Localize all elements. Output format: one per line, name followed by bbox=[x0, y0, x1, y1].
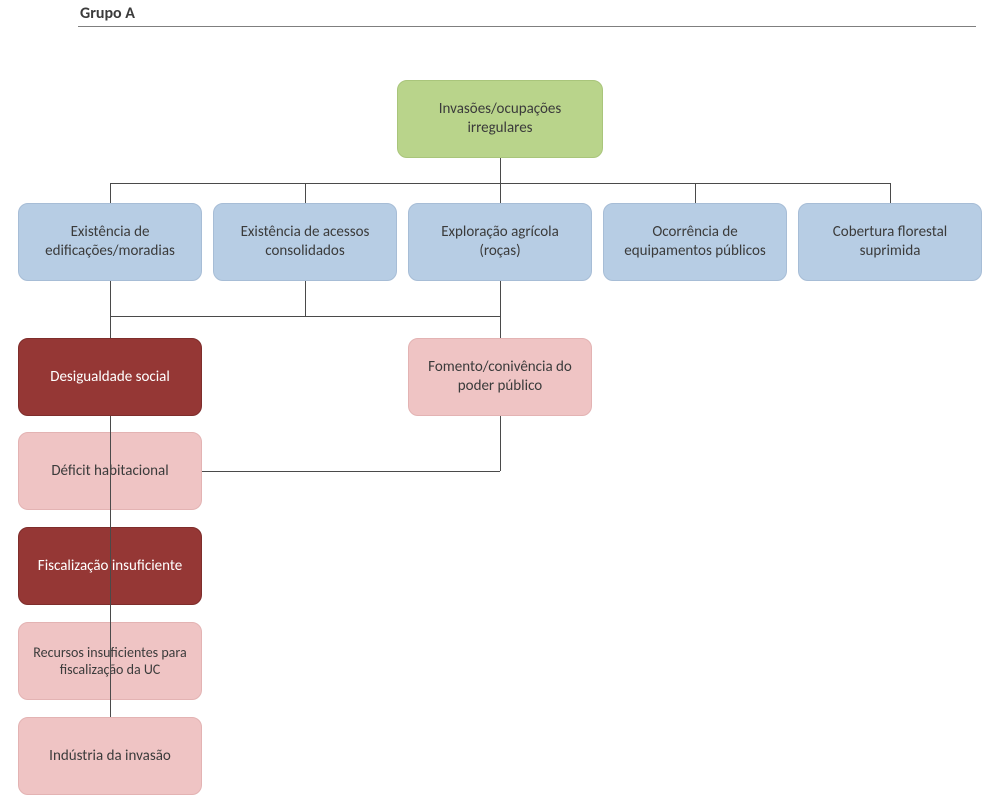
connector bbox=[500, 158, 501, 183]
connector bbox=[110, 316, 111, 338]
node-label: Ocorrência de equipamentos públicos bbox=[614, 223, 776, 261]
connector bbox=[500, 316, 501, 338]
node-label: Cobertura florestal suprimida bbox=[809, 223, 971, 261]
node-industria: Indústria da invasão bbox=[18, 717, 202, 795]
diagram-canvas: { "colors": { "text": "#3b3b3b", "line":… bbox=[0, 0, 994, 808]
connector bbox=[110, 281, 111, 316]
node-cobertura: Cobertura florestal suprimida bbox=[798, 203, 982, 281]
node-label: Exploração agrícola (roças) bbox=[419, 223, 581, 261]
connector bbox=[500, 416, 501, 471]
node-label: Invasões/ocupações irregulares bbox=[408, 100, 592, 138]
node-label: Desigualdade social bbox=[50, 368, 170, 387]
connector bbox=[695, 183, 696, 203]
connector bbox=[110, 416, 111, 717]
connector bbox=[305, 281, 306, 316]
node-rocas: Exploração agrícola (roças) bbox=[408, 203, 592, 281]
node-acessos: Existência de acessos consolidados bbox=[213, 203, 397, 281]
group-title-underline bbox=[78, 26, 976, 27]
node-label: Indústria da invasão bbox=[49, 747, 171, 766]
connector bbox=[890, 183, 891, 203]
connector bbox=[500, 281, 501, 316]
connector bbox=[110, 316, 500, 317]
connector bbox=[500, 183, 501, 203]
node-label: Existência de edificações/moradias bbox=[29, 223, 191, 261]
node-equipamentos: Ocorrência de equipamentos públicos bbox=[603, 203, 787, 281]
node-label: Existência de acessos consolidados bbox=[224, 223, 386, 261]
node-edificacoes: Existência de edificações/moradias bbox=[18, 203, 202, 281]
group-title: Grupo A bbox=[80, 4, 135, 23]
connector bbox=[110, 183, 111, 203]
connector bbox=[202, 471, 500, 472]
node-root: Invasões/ocupações irregulares bbox=[397, 80, 603, 158]
connector bbox=[305, 183, 306, 203]
node-desigualdade: Desigualdade social bbox=[18, 338, 202, 416]
node-label: Fomento/conivência do poder público bbox=[419, 358, 581, 396]
node-fomento: Fomento/conivência do poder público bbox=[408, 338, 592, 416]
